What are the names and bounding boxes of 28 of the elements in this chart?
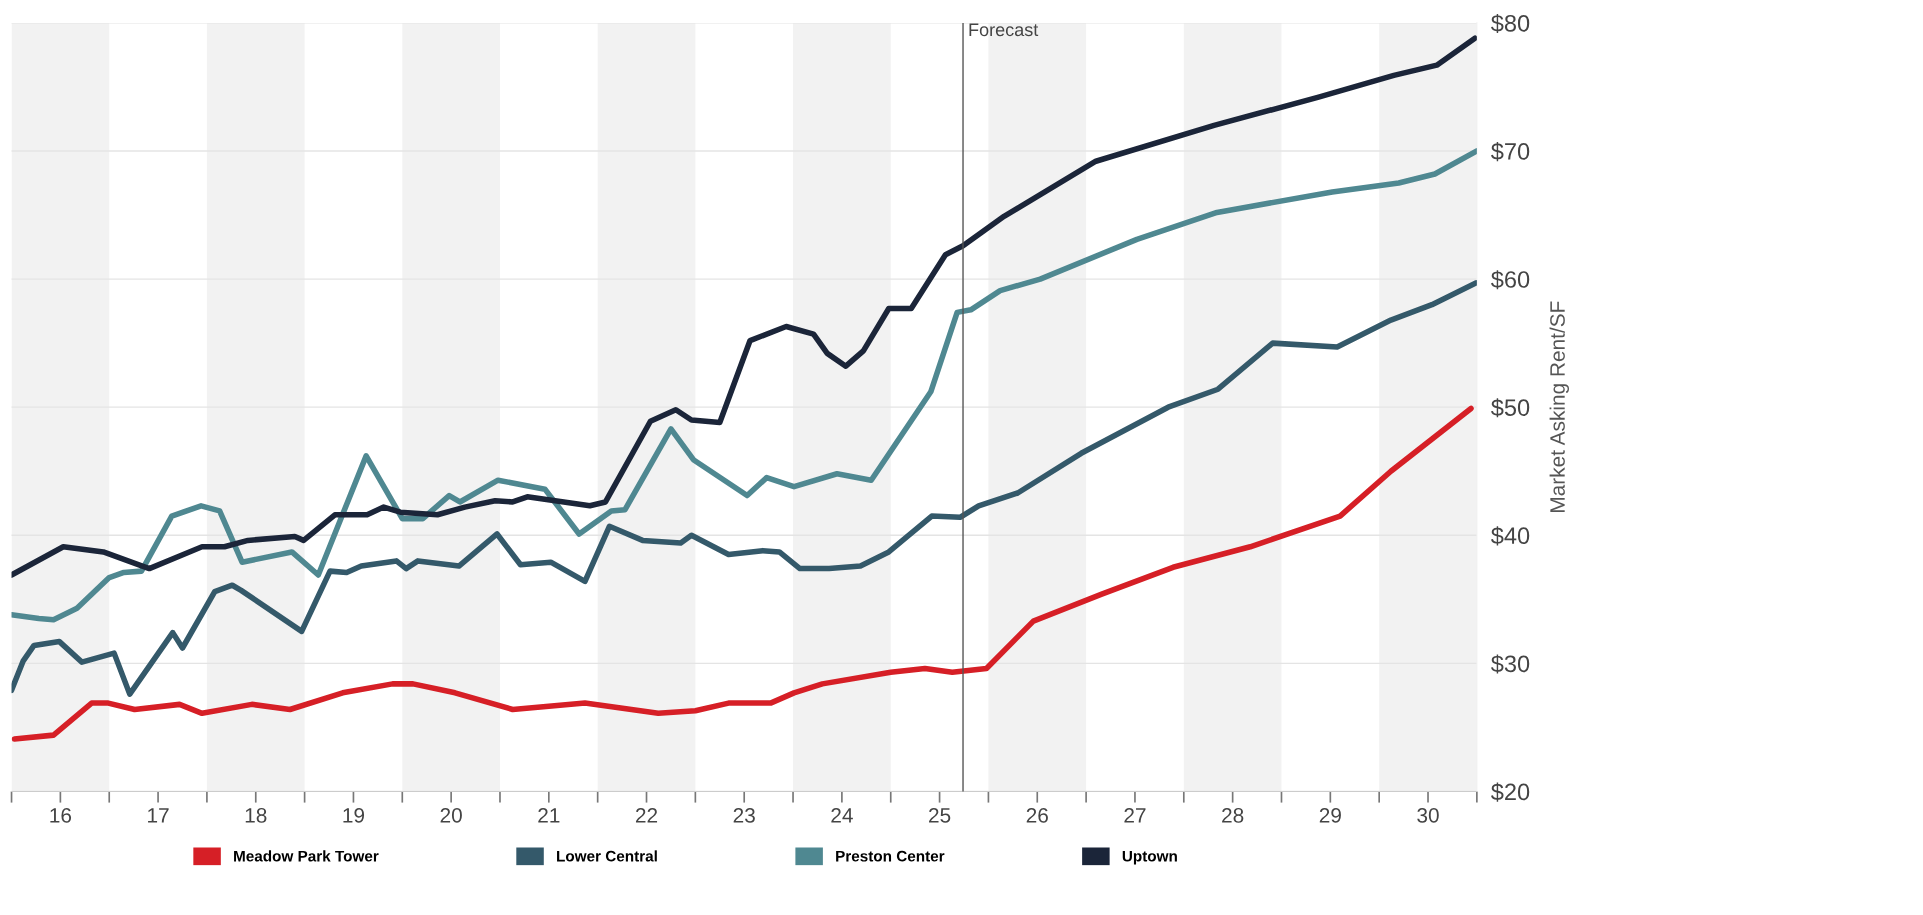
y-axis-title: Market Asking Rent/SF	[1549, 301, 1570, 512]
y-tick-label: $20	[1491, 782, 1530, 802]
x-tick-label: 17	[148, 808, 169, 823]
legend-label: Meadow Park Tower	[234, 850, 379, 862]
x-tick-label: 20	[440, 808, 462, 823]
x-tick-label: 29	[1319, 808, 1341, 823]
y-tick-label: $30	[1491, 654, 1530, 674]
x-tick-label: 18	[245, 808, 267, 823]
x-tick-label: 23	[733, 808, 755, 823]
legend-label: Preston Center	[836, 850, 945, 862]
y-tick-label: $50	[1491, 398, 1530, 418]
ref-line-label: Forecast	[969, 23, 1039, 37]
y-tick-label: $70	[1491, 142, 1530, 162]
x-tick-label: 22	[635, 808, 658, 823]
x-tick-label: 27	[1124, 808, 1146, 823]
legend-label: Lower Central	[557, 850, 657, 862]
x-tick-label: 19	[343, 808, 365, 823]
x-tick-label: 30	[1417, 808, 1439, 823]
x-tick-label: 25	[929, 808, 951, 823]
x-tick-label: 24	[831, 808, 853, 823]
y-tick-label: $80	[1491, 13, 1530, 34]
y-tick-label: $60	[1491, 270, 1530, 290]
x-tick-label: 28	[1222, 808, 1244, 823]
legend-label: Uptown	[1122, 850, 1177, 865]
y-tick-label: $40	[1491, 526, 1530, 546]
x-tick-label: 16	[50, 808, 72, 823]
x-tick-label: 26	[1026, 808, 1048, 823]
x-tick-label: 21	[538, 808, 560, 823]
